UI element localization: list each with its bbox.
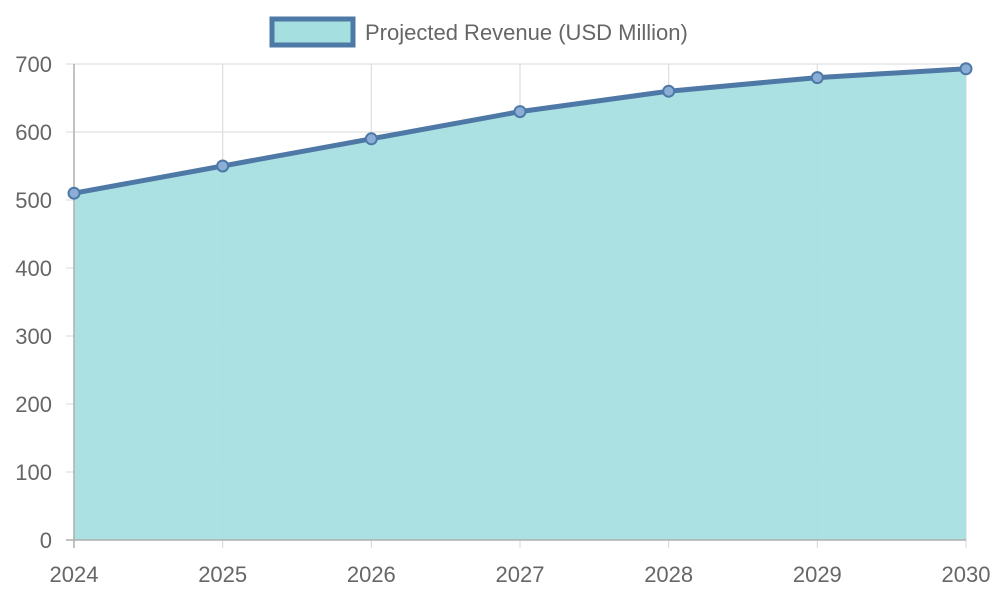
x-tick-label: 2025 (198, 562, 247, 587)
area-fill (74, 68, 966, 540)
data-point[interactable] (810, 71, 824, 85)
data-point[interactable] (67, 186, 81, 200)
x-tick-label: 2024 (50, 562, 99, 587)
y-tick-label: 500 (15, 188, 52, 213)
y-tick-label: 200 (15, 392, 52, 417)
y-tick-label: 600 (15, 120, 52, 145)
y-tick-label: 300 (15, 324, 52, 349)
legend-label[interactable]: Projected Revenue (USD Million) (365, 20, 688, 45)
x-tick-label: 2029 (793, 562, 842, 587)
series-area (74, 68, 966, 540)
y-tick-label: 400 (15, 256, 52, 281)
y-tick-label: 100 (15, 460, 52, 485)
x-tick-label: 2028 (644, 562, 693, 587)
y-axis-tick-labels: 0 100 200 300 400 500 600 700 (15, 52, 52, 553)
data-points (67, 62, 973, 200)
y-tick-label: 0 (40, 528, 52, 553)
x-tick-label: 2027 (496, 562, 545, 587)
data-point[interactable] (364, 132, 378, 146)
legend[interactable]: Projected Revenue (USD Million) (269, 16, 688, 48)
data-point[interactable] (513, 105, 527, 119)
data-point[interactable] (216, 159, 230, 173)
x-axis-tick-labels: 2024 2025 2026 2027 2028 2029 2030 (50, 562, 991, 587)
x-tick-label: 2030 (942, 562, 991, 587)
data-point[interactable] (959, 62, 973, 76)
legend-swatch[interactable] (269, 16, 356, 48)
y-tick-label: 700 (15, 52, 52, 77)
x-tick-label: 2026 (347, 562, 396, 587)
data-point[interactable] (662, 84, 676, 98)
axes (66, 64, 966, 548)
